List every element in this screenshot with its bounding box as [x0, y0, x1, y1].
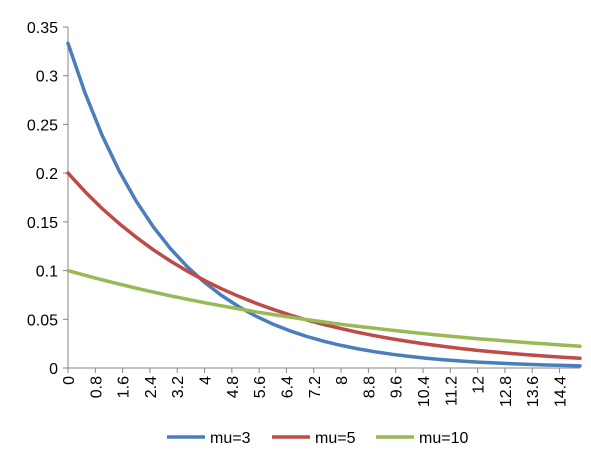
series-line-mu-3 — [66, 41, 582, 368]
legend-label: mu=10 — [419, 430, 468, 447]
x-tick-label: 4.8 — [225, 376, 242, 398]
y-axis: 0 0.05 0.1 0.15 0.2 0.25 0.3 0.35 — [27, 20, 69, 378]
x-tick-label: 12.8 — [498, 376, 515, 407]
x-tick-label: 2.4 — [143, 376, 160, 398]
x-tick-label: 8.8 — [361, 376, 378, 398]
x-tick-label: 9.6 — [389, 376, 406, 398]
x-tick-label: 13.6 — [525, 376, 542, 407]
y-tick-label: 0 — [49, 361, 58, 378]
y-tick-label: 0.05 — [27, 312, 58, 329]
x-tick-label: 12 — [471, 376, 488, 394]
x-tick-label: 4 — [198, 376, 215, 385]
x-tick-label: 1.6 — [116, 376, 133, 398]
y-tick-label: 0.1 — [36, 264, 58, 281]
x-tick-label: 5.6 — [252, 376, 269, 398]
x-tick-label: 7.2 — [307, 376, 324, 398]
y-tick-label: 0.3 — [36, 69, 58, 86]
x-tick-label: 0.8 — [88, 376, 105, 398]
y-tick-label: 0.2 — [36, 166, 58, 183]
legend-label: mu=3 — [210, 430, 251, 447]
x-tick-label: 8 — [334, 376, 351, 385]
y-tick-label: 0.35 — [27, 20, 58, 37]
x-tick-label: 14.4 — [553, 376, 570, 407]
x-axis: 0 0.8 1.6 2.4 3.2 4 4.8 5.6 6.4 7.2 8 8.8 9.6 10.4 11.… — [61, 367, 580, 407]
legend-label: mu=5 — [315, 430, 356, 447]
series-line-mu-10 — [66, 268, 582, 349]
x-tick-label: 11.2 — [443, 376, 460, 406]
legend: mu=3 mu=5 mu=10 — [167, 430, 468, 447]
plot-area — [66, 41, 582, 368]
x-tick-label: 3.2 — [170, 376, 187, 398]
y-tick-label: 0.15 — [27, 215, 58, 232]
y-tick-label: 0.25 — [27, 117, 58, 134]
x-tick-label: 10.4 — [416, 376, 433, 407]
x-tick-label: 6.4 — [279, 376, 296, 398]
x-tick-label: 0 — [61, 376, 78, 385]
series-line-mu-5 — [66, 171, 582, 361]
